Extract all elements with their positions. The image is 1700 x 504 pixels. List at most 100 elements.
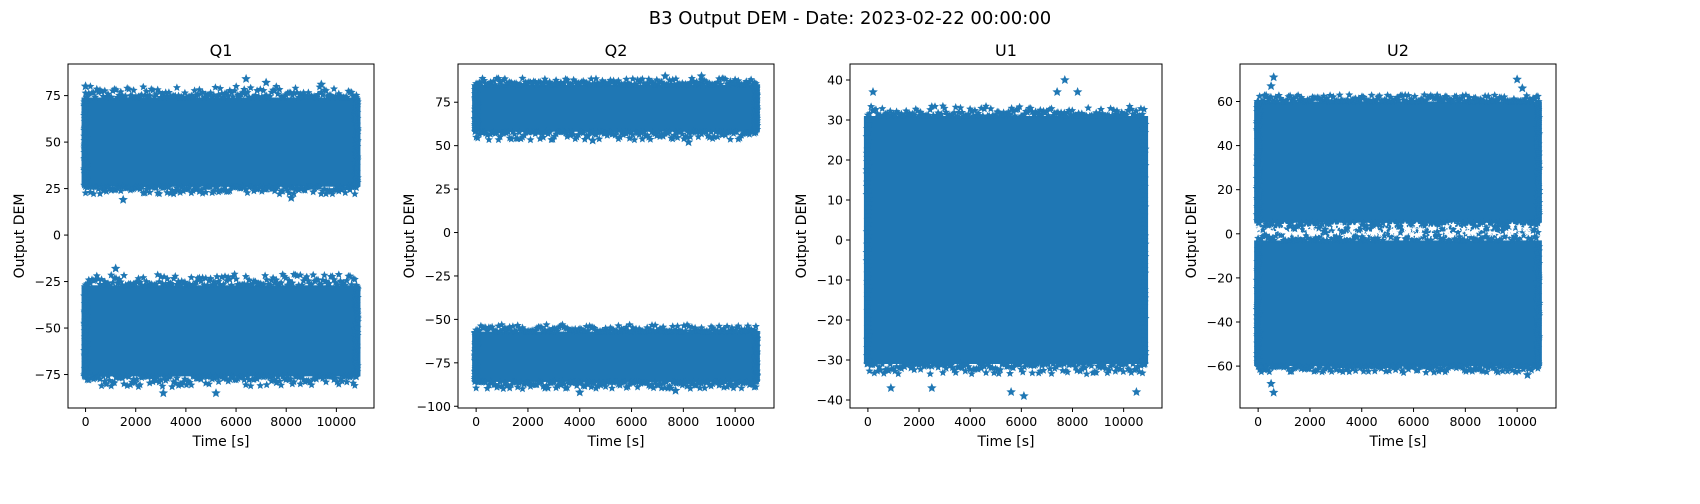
data-point bbox=[699, 80, 708, 88]
data-point bbox=[230, 270, 239, 278]
data-point bbox=[259, 280, 268, 289]
data-point bbox=[1092, 368, 1101, 376]
data-point bbox=[471, 81, 479, 89]
data-point bbox=[1087, 361, 1096, 370]
data-point bbox=[1322, 236, 1331, 244]
data-point bbox=[347, 372, 356, 380]
data-point bbox=[1439, 362, 1448, 370]
data-point bbox=[1255, 176, 1264, 184]
data-point bbox=[1139, 322, 1148, 331]
data-point bbox=[1140, 285, 1149, 293]
data-point bbox=[1108, 111, 1117, 120]
data-point bbox=[659, 379, 668, 388]
data-point bbox=[351, 294, 360, 303]
x-tick-label: 4000 bbox=[170, 414, 202, 429]
data-point bbox=[1140, 211, 1149, 219]
gap-speck bbox=[1430, 224, 1438, 231]
data-point bbox=[937, 110, 946, 118]
data-point bbox=[863, 252, 872, 260]
data-point bbox=[1140, 105, 1149, 113]
data-point bbox=[291, 84, 300, 92]
data-point bbox=[1138, 110, 1147, 118]
data-point bbox=[139, 273, 148, 282]
data-point bbox=[1141, 149, 1149, 157]
data-point bbox=[203, 372, 212, 381]
data-point bbox=[253, 86, 262, 94]
data-point bbox=[227, 281, 236, 289]
data-point bbox=[558, 377, 567, 386]
data-point bbox=[1141, 161, 1150, 169]
data-point bbox=[1356, 236, 1365, 244]
data-point-outlier bbox=[1261, 92, 1271, 102]
x-tick-label: 10000 bbox=[1497, 414, 1537, 429]
data-point bbox=[638, 74, 647, 83]
gap-speck bbox=[1343, 231, 1351, 238]
data-point bbox=[1533, 228, 1542, 236]
data-point bbox=[668, 134, 677, 143]
data-point bbox=[1122, 359, 1131, 368]
data-point bbox=[662, 378, 671, 386]
data-point bbox=[342, 276, 351, 284]
data-point bbox=[884, 111, 893, 120]
data-point bbox=[878, 359, 887, 368]
data-point bbox=[82, 93, 91, 101]
x-tick-label: 2000 bbox=[120, 414, 152, 429]
y-tick-label: 30 bbox=[827, 113, 843, 128]
data-point bbox=[1140, 256, 1149, 265]
data-point bbox=[862, 132, 871, 141]
data-point bbox=[350, 189, 359, 198]
data-point bbox=[1530, 232, 1539, 241]
data-point bbox=[1533, 212, 1541, 221]
data-point bbox=[1431, 232, 1440, 241]
data-point bbox=[1141, 231, 1150, 240]
data-point bbox=[632, 80, 640, 89]
data-point bbox=[657, 383, 666, 392]
data-point bbox=[1446, 235, 1454, 244]
data-point bbox=[187, 380, 196, 389]
data-point bbox=[601, 382, 610, 390]
data-point bbox=[497, 320, 506, 329]
data-point bbox=[248, 280, 257, 288]
data-point-outlier bbox=[286, 192, 296, 202]
data-point bbox=[560, 78, 568, 87]
data-point bbox=[351, 282, 360, 291]
data-point-outlier bbox=[1019, 391, 1029, 400]
data-point-outlier bbox=[575, 387, 585, 397]
gap-speck bbox=[1413, 232, 1420, 239]
data-point bbox=[863, 235, 872, 244]
data-point bbox=[1106, 104, 1115, 112]
x-tick-label: 0 bbox=[472, 414, 480, 429]
data-point bbox=[259, 183, 268, 192]
data-point bbox=[265, 281, 274, 289]
data-point bbox=[216, 84, 225, 92]
data-point bbox=[322, 86, 330, 94]
data-point bbox=[507, 134, 516, 143]
data-point bbox=[148, 86, 157, 94]
data-point bbox=[1141, 289, 1149, 298]
data-point bbox=[862, 124, 871, 132]
data-point bbox=[1452, 92, 1461, 100]
data-point bbox=[975, 360, 984, 369]
data-point bbox=[864, 206, 873, 215]
data-point bbox=[862, 149, 871, 157]
data-point bbox=[1439, 95, 1448, 104]
data-point bbox=[1268, 218, 1277, 227]
data-point bbox=[966, 365, 975, 373]
data-point bbox=[924, 111, 933, 120]
data-point bbox=[1255, 164, 1264, 172]
y-tick-label: 50 bbox=[45, 135, 61, 150]
data-point bbox=[587, 74, 596, 83]
data-point bbox=[203, 281, 212, 289]
data-point bbox=[537, 129, 546, 138]
data-point bbox=[80, 282, 89, 291]
data-point bbox=[1426, 91, 1435, 99]
data-point bbox=[540, 325, 549, 334]
data-point bbox=[99, 372, 108, 380]
data-point bbox=[1439, 218, 1448, 227]
data-point bbox=[681, 326, 690, 335]
data-point bbox=[1113, 106, 1121, 115]
gap-speck bbox=[1336, 222, 1343, 229]
gap-speck bbox=[1442, 229, 1450, 236]
data-point bbox=[1477, 234, 1486, 242]
data-point bbox=[635, 324, 644, 333]
